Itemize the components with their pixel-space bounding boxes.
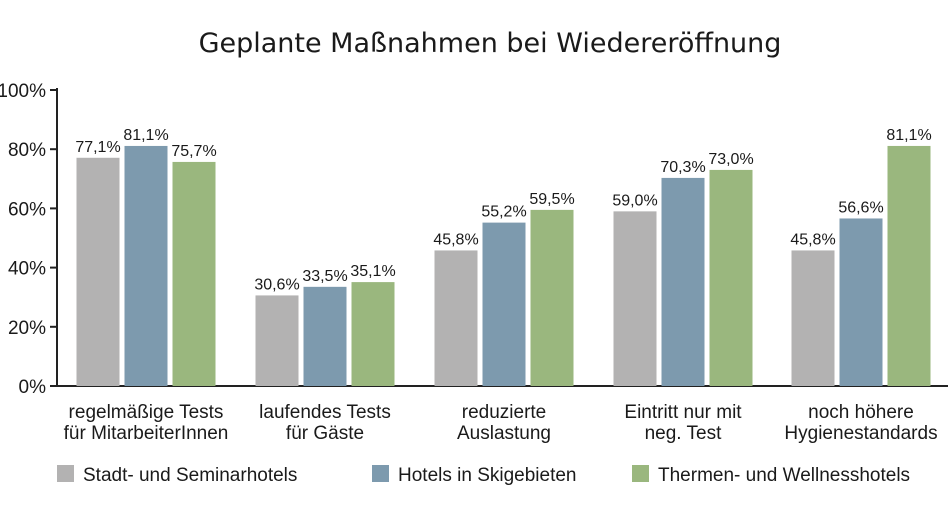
data-label: 73,0% (708, 151, 753, 168)
bar (172, 161, 216, 386)
legend-label: Thermen- und Wellnesshotels (658, 465, 910, 486)
y-tick-label: 80% (8, 140, 46, 161)
bar (613, 211, 657, 386)
legend-swatch (372, 465, 389, 482)
bar (76, 157, 120, 386)
bar (124, 145, 168, 386)
x-tick-label: neg. Test (645, 423, 722, 444)
data-label: 81,1% (886, 127, 931, 144)
x-tick-label: reduzierte (462, 402, 547, 423)
bar (351, 282, 395, 386)
bar (661, 177, 705, 386)
bar (530, 209, 574, 386)
bar (839, 218, 883, 386)
bar (482, 222, 526, 386)
data-label: 35,1% (350, 263, 395, 280)
x-tick-label: Auslastung (457, 423, 551, 444)
data-label: 45,8% (790, 231, 835, 248)
bar (791, 250, 835, 386)
y-tick-label: 20% (8, 318, 46, 339)
legend: Stadt- und Seminarhotels Hotels in Skigeb… (57, 465, 910, 486)
data-label: 45,8% (433, 231, 478, 248)
x-tick-label: regelmäßige Tests (69, 402, 224, 423)
bars (76, 145, 931, 386)
x-tick-label: für MitarbeiterInnen (64, 423, 229, 444)
data-label: 55,2% (481, 204, 526, 221)
bar (709, 169, 753, 386)
x-tick-label: laufendes Tests (259, 402, 391, 423)
bar (255, 295, 299, 386)
data-label: 59,5% (529, 191, 574, 208)
data-label: 70,3% (660, 159, 705, 176)
x-tick-label: noch höhere (808, 402, 914, 423)
x-tick-label: für Gäste (286, 423, 364, 444)
chart-title: Geplante Maßnahmen bei Wiedereröffnung (199, 28, 782, 59)
x-tick-label: Eintritt nur mit (624, 402, 742, 423)
y-tick-label: 40% (8, 259, 46, 280)
data-label: 59,0% (612, 192, 657, 209)
data-label: 56,6% (838, 199, 883, 216)
bar (887, 145, 931, 386)
legend-label: Hotels in Skigebieten (398, 465, 577, 486)
data-labels: 77,1%81,1%75,7%30,6%33,5% 35,1%45,8%55,2%… (75, 127, 931, 293)
legend-swatch (632, 465, 649, 482)
bar (434, 250, 478, 386)
y-tick-label: 60% (8, 199, 46, 220)
data-label: 77,1% (75, 139, 120, 156)
legend-label: Stadt- und Seminarhotels (83, 465, 297, 486)
bar (303, 286, 347, 386)
y-tick-label: 100% (0, 81, 46, 102)
data-label: 30,6% (254, 276, 299, 293)
data-label: 75,7% (171, 143, 216, 160)
data-label: 33,5% (302, 268, 347, 285)
x-tick-label: Hygienestandards (784, 423, 937, 444)
data-label: 81,1% (123, 127, 168, 144)
legend-swatch (57, 465, 74, 482)
y-tick-label: 0% (19, 377, 47, 398)
